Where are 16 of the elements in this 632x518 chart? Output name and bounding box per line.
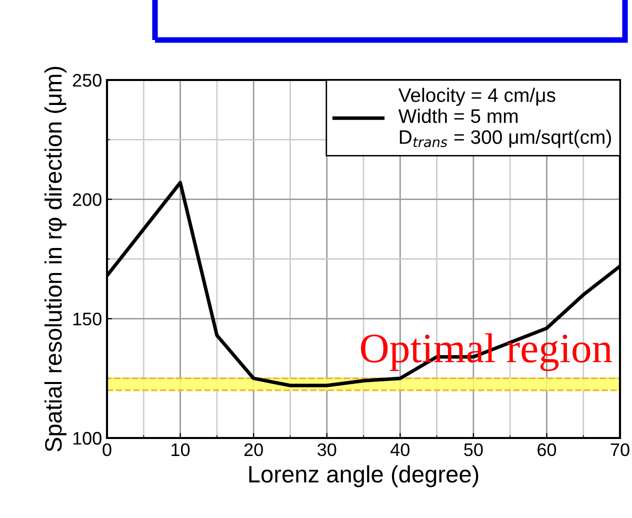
y-tick-label: 250 <box>72 74 102 87</box>
x-tick-label: 40 <box>390 443 410 456</box>
x-tick-label: 70 <box>610 443 630 456</box>
band-label: Optimal region <box>360 333 612 372</box>
y-axis-title: Spatial resolution in rφ direction (μm) <box>44 66 66 452</box>
x-tick-label: 50 <box>464 443 483 456</box>
x-axis-title: Lorenz angle (degree) <box>249 465 478 488</box>
x-tick-label: 20 <box>244 443 263 456</box>
y-tick-label: 200 <box>72 193 102 206</box>
legend-label: Velocity = 4 cm/μs Width = 5 mm D$_{trans}$ = 300 μm/sqrt(cm) <box>398 88 611 148</box>
x-tick-label: 60 <box>538 443 556 456</box>
y-tick-label: 150 <box>73 312 102 326</box>
x-tick-label: 30 <box>318 443 336 456</box>
x-tick-label: 10 <box>172 443 190 456</box>
x-tick-label: 0 <box>102 443 112 456</box>
y-tick-label: 100 <box>73 432 102 445</box>
